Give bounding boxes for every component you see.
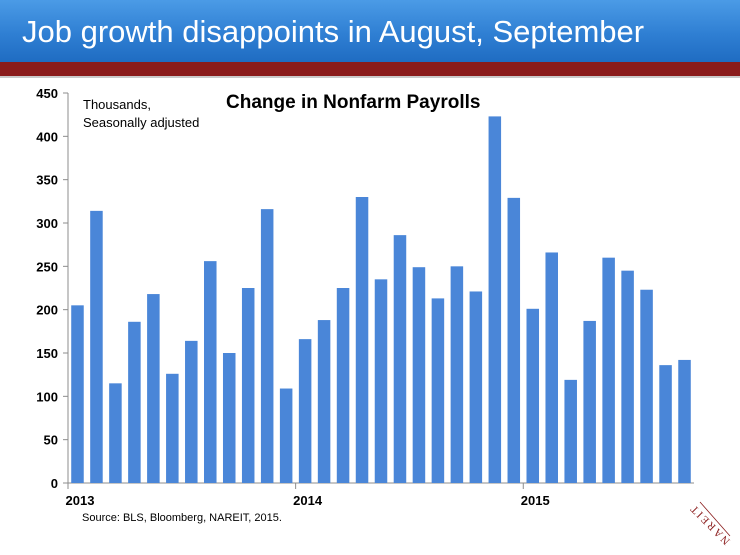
header-divider: [0, 76, 740, 78]
x-tick-label: 2015: [521, 493, 550, 508]
y-tick-label: 450: [36, 86, 58, 101]
y-tick-label: 300: [36, 216, 58, 231]
slide-title: Job growth disappoints in August, Septem…: [22, 14, 645, 49]
y-tick-label: 200: [36, 303, 58, 318]
bar: [393, 235, 407, 483]
bar: [621, 270, 634, 483]
bar: [488, 116, 502, 484]
bar: [526, 308, 540, 483]
bar: [317, 320, 331, 483]
bar: [412, 267, 426, 483]
bar: [147, 294, 160, 483]
bar: [583, 320, 596, 483]
bar: [678, 359, 691, 483]
y-tick-label: 350: [36, 173, 58, 188]
bar: [90, 210, 103, 483]
y-tick-label: 50: [44, 433, 58, 448]
bar: [241, 288, 255, 483]
bar: [222, 353, 236, 483]
bar: [659, 365, 672, 483]
nareit-logo: NAREIT: [687, 501, 732, 546]
bar: [602, 257, 615, 483]
bar: [374, 279, 388, 483]
nareit-logo-text: NAREIT: [687, 501, 732, 546]
bar: [260, 209, 274, 483]
bar: [298, 339, 312, 483]
y-tick-label: 400: [36, 129, 58, 144]
bar: [204, 261, 217, 483]
y-tick-label: 250: [36, 259, 58, 274]
header-accent-bar: [0, 62, 740, 76]
bar: [564, 379, 577, 483]
x-tick-label: 2013: [66, 493, 95, 508]
bar: [71, 305, 84, 483]
source-note: Source: BLS, Bloomberg, NAREIT, 2015.: [82, 512, 282, 524]
chart-title: Change in Nonfarm Payrolls: [226, 92, 481, 113]
bar: [109, 383, 122, 483]
bar: [166, 373, 179, 483]
bar: [431, 298, 445, 483]
y-tick-label: 150: [36, 346, 58, 361]
bar: [355, 197, 369, 483]
nareit-logo-rule: [699, 501, 731, 537]
x-tick-label: 2014: [293, 493, 323, 508]
bar: [545, 252, 558, 483]
units-note-line-2: Seasonally adjusted: [83, 115, 200, 130]
header-banner: Job growth disappoints in August, Septem…: [0, 0, 740, 62]
bar: [185, 340, 198, 483]
bar: [507, 197, 521, 483]
y-tick-label: 0: [51, 476, 58, 491]
y-tick-label: 100: [36, 389, 58, 404]
bar: [469, 291, 483, 483]
bar: [336, 288, 350, 483]
units-note-line-1: Thousands,: [83, 97, 151, 112]
units-note: Thousands, Seasonally adjusted: [83, 96, 233, 132]
bar: [128, 321, 141, 483]
bar: [279, 388, 293, 483]
bar: [450, 266, 464, 483]
bar: [640, 289, 653, 483]
